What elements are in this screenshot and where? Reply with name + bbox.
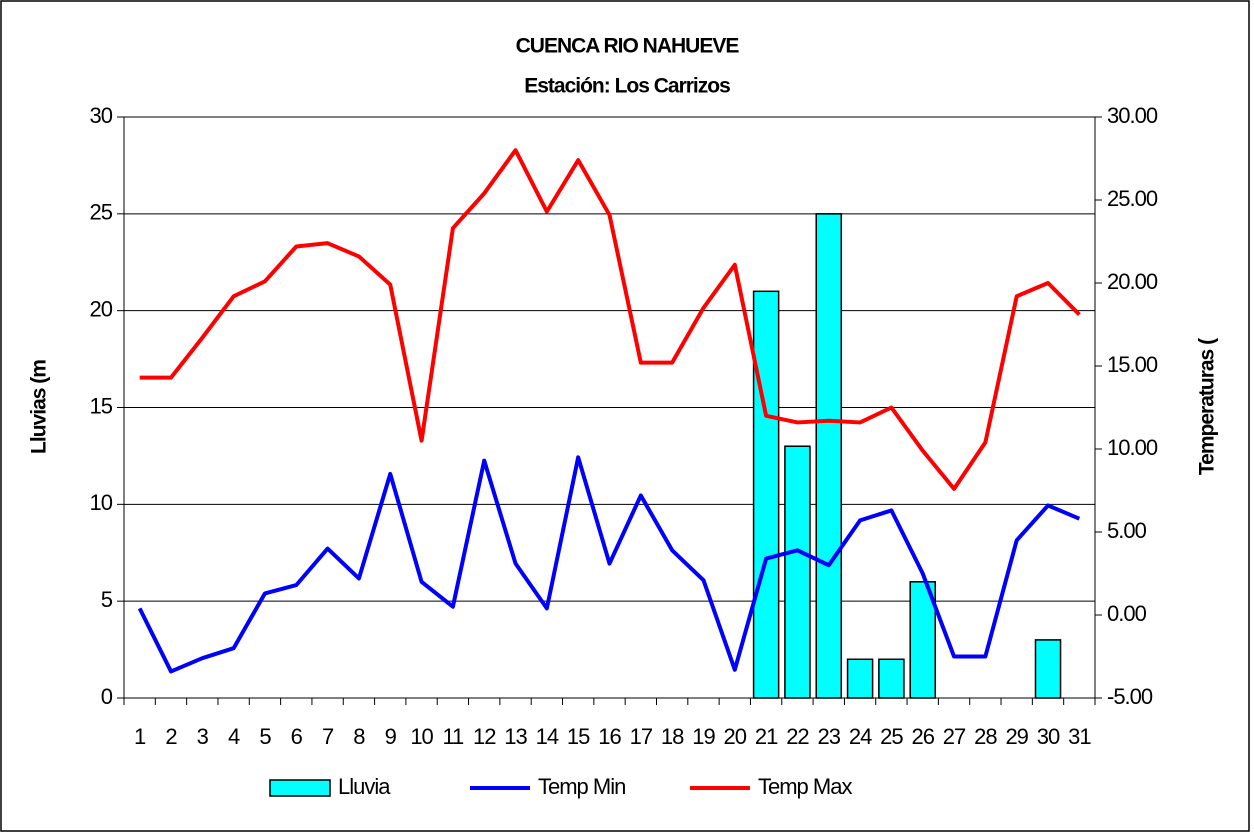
y2-tick-label: 5.00 <box>1107 518 1147 543</box>
x-tick-label: 20 <box>724 724 747 749</box>
legend-label: Temp Max <box>758 774 852 799</box>
y-axis-label: Lluvias (m <box>28 360 51 454</box>
bar <box>846 658 874 699</box>
x-tick-label: 15 <box>567 724 590 749</box>
y-tick-label: 25 <box>90 200 113 225</box>
x-tick-label: 6 <box>291 724 303 749</box>
x-tick-label: 14 <box>536 724 559 749</box>
y2-tick-label: 25.00 <box>1107 186 1158 211</box>
y2-tick-label: -5.00 <box>1107 684 1153 709</box>
x-tick-label: 26 <box>911 724 934 749</box>
x-tick-label: 27 <box>943 724 966 749</box>
x-tick-label: 12 <box>473 724 496 749</box>
legend-label: Lluvia <box>338 774 391 799</box>
x-tick-label: 31 <box>1068 724 1091 749</box>
x-tick-label: 28 <box>974 724 997 749</box>
y2-tick-label: 15.00 <box>1107 352 1158 377</box>
bar <box>1034 639 1062 699</box>
x-tick-label: 17 <box>630 724 653 749</box>
line-series <box>137 455 1081 674</box>
x-tick-label: 2 <box>165 724 177 749</box>
x-tick-label: 13 <box>504 724 527 749</box>
x-tick-label: 23 <box>818 724 841 749</box>
x-tick-label: 18 <box>661 724 684 749</box>
y-tick-label: 30 <box>90 103 113 128</box>
x-tick-label: 21 <box>755 724 778 749</box>
bar <box>784 445 811 699</box>
y2-axis-label: Temperaturas ( <box>1196 338 1219 475</box>
x-tick-label: 9 <box>385 724 397 749</box>
y-tick-label: 15 <box>90 393 113 418</box>
x-tick-label: 25 <box>880 724 903 749</box>
y2-tick-label: 0.00 <box>1107 601 1147 626</box>
line-series <box>139 148 1081 491</box>
x-tick-label: 22 <box>786 724 809 749</box>
chart-title: CUENCA RIO NAHUEVE <box>516 35 740 58</box>
x-tick-label: 30 <box>1037 724 1060 749</box>
x-tick-label: 24 <box>849 724 872 749</box>
bar <box>815 213 843 699</box>
x-tick-label: 5 <box>259 724 271 749</box>
chart-subtitle: Estación: Los Carrizos <box>524 75 730 98</box>
legend-label: Temp Min <box>538 774 625 799</box>
y-tick-label: 0 <box>101 684 113 709</box>
y-tick-label: 5 <box>101 587 113 612</box>
x-tick-label: 10 <box>410 724 433 749</box>
x-tick-label: 7 <box>322 724 334 749</box>
bar <box>878 658 905 699</box>
x-tick-label: 16 <box>598 724 621 749</box>
y2-tick-label: 30.00 <box>1107 103 1158 128</box>
x-tick-label: 1 <box>134 724 146 749</box>
x-tick-label: 29 <box>1005 724 1028 749</box>
x-tick-label: 8 <box>353 724 365 749</box>
bar <box>752 290 780 699</box>
x-tick-label: 11 <box>442 724 464 749</box>
y2-tick-label: 20.00 <box>1107 269 1158 294</box>
x-tick-label: 4 <box>228 724 240 749</box>
y2-tick-label: 10.00 <box>1107 435 1158 460</box>
y-tick-label: 20 <box>90 296 113 321</box>
x-tick-label: 3 <box>197 724 209 749</box>
y-tick-label: 10 <box>90 490 113 515</box>
x-tick-label: 19 <box>692 724 715 749</box>
legend-swatch <box>269 779 331 797</box>
